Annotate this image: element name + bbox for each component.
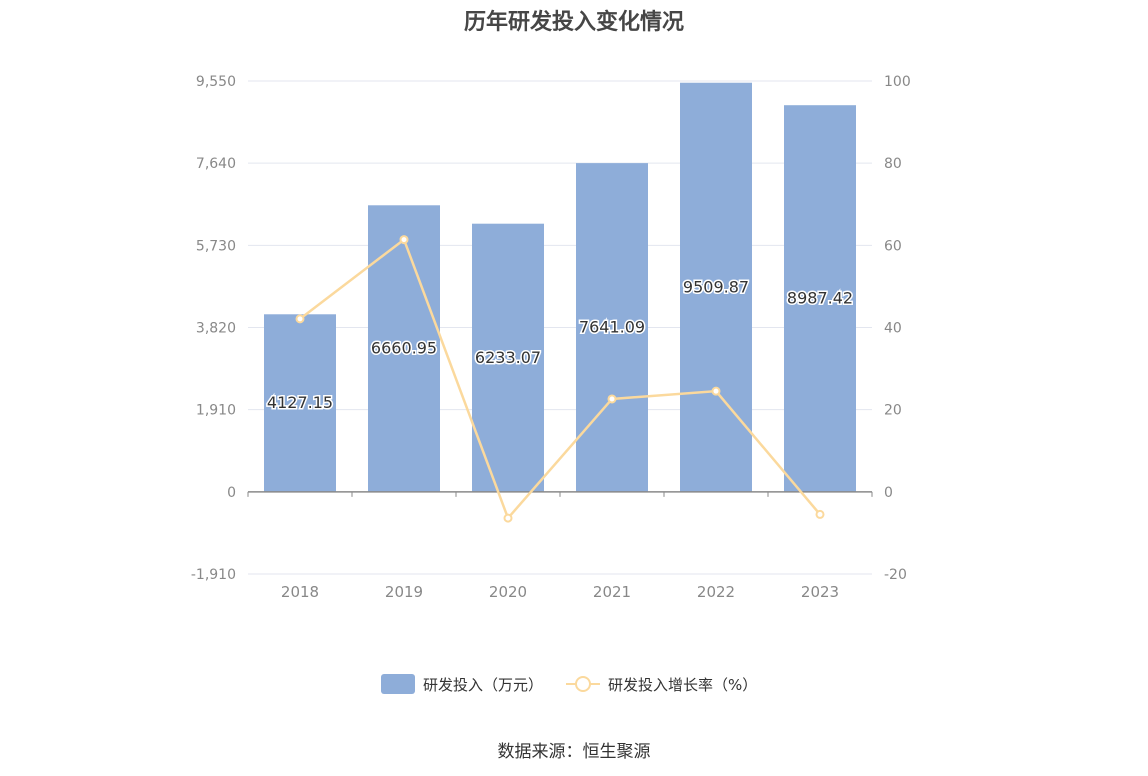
grid-lines <box>248 80 872 575</box>
legend-item-bar[interactable]: 研发投入（万元） <box>381 672 543 696</box>
bar <box>680 82 752 492</box>
legend-bar-swatch <box>381 674 415 694</box>
data-source: 数据来源：恒生聚源 <box>497 742 651 762</box>
axes: 9,550 7,640 5,730 3,820 1,910 0 -1,910 100 80 60 4… <box>191 74 911 601</box>
bar <box>264 314 336 492</box>
chart-title: 历年研发投入变化情况 <box>463 10 684 35</box>
bar <box>576 163 648 492</box>
legend-item-line[interactable]: 研发投入增长率（%） <box>566 672 757 696</box>
bar-value-label: 8987.42 <box>787 289 853 308</box>
bar-value-label: 7641.09 <box>579 317 645 336</box>
line-point <box>815 509 825 519</box>
bar-value-label: 6660.95 <box>371 339 437 358</box>
legend-line-swatch <box>566 674 600 694</box>
data-labels: 4127.15 6660.95 6233.07 7641.09 9509.87 8987.… <box>265 276 854 414</box>
y-right-tick-label: 100 <box>884 74 911 90</box>
line-point <box>711 386 721 396</box>
y-right-tick-label: 40 <box>884 321 902 337</box>
y-left-tick-label: -1,910 <box>191 567 236 583</box>
bar <box>368 205 440 492</box>
y-left-tick-label: 1,910 <box>196 403 236 419</box>
line-point <box>607 394 617 404</box>
x-tick-label: 2018 <box>281 583 319 601</box>
y-left-tick-label: 3,820 <box>196 321 236 337</box>
line-point <box>503 513 513 523</box>
legend-bar-label: 研发投入（万元） <box>423 675 544 694</box>
y-right-tick-label: 20 <box>884 403 902 419</box>
bar-value-label: 4127.15 <box>267 393 333 412</box>
x-tick-label: 2023 <box>801 583 839 601</box>
bar <box>784 105 856 492</box>
x-tick-label: 2021 <box>593 583 631 601</box>
x-tick-label: 2020 <box>489 583 527 601</box>
legend-line-label: 研发投入增长率（%） <box>608 675 758 694</box>
y-left-tick-label: 9,550 <box>196 74 236 90</box>
bar-value-label: 9509.87 <box>683 277 749 296</box>
x-tick-label: 2022 <box>697 583 735 601</box>
y-right-tick-label: 60 <box>884 238 902 254</box>
line-point <box>399 235 409 245</box>
y-left-tick-label: 0 <box>227 485 236 501</box>
line-series <box>295 235 825 523</box>
bar <box>472 223 544 492</box>
bar-series <box>264 82 856 492</box>
legend: 研发投入（万元） 研发投入增长率（%） <box>0 672 1148 696</box>
line-point <box>295 314 305 324</box>
y-right-tick-label: -20 <box>884 567 907 583</box>
x-tick-label: 2019 <box>385 583 423 601</box>
y-right-tick-label: 0 <box>884 485 893 501</box>
y-left-tick-label: 5,730 <box>196 238 236 254</box>
growth-line <box>299 237 821 521</box>
y-left-tick-label: 7,640 <box>196 156 236 172</box>
y-right-tick-label: 80 <box>884 156 902 172</box>
bar-value-label: 6233.07 <box>475 348 541 367</box>
